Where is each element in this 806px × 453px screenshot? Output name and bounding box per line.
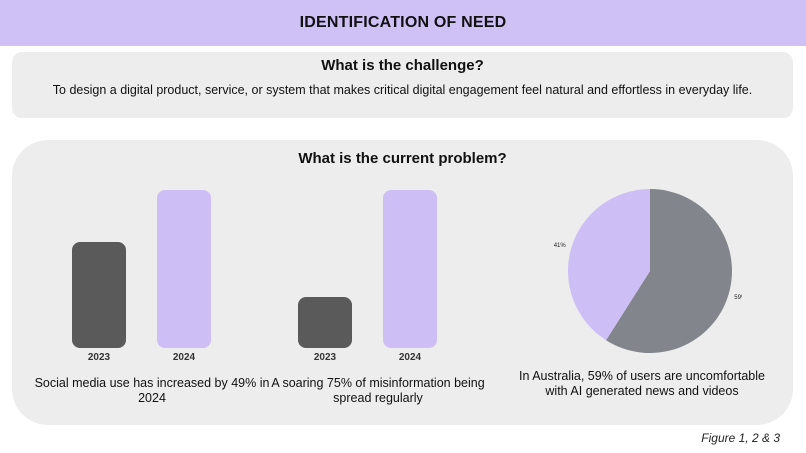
bar-2023 <box>72 242 126 348</box>
tick-label-2024: 2024 <box>172 352 196 363</box>
bar-chart-social-media: 2023 2024 <box>72 190 232 370</box>
bar-2024 <box>383 190 437 348</box>
bar-2024 <box>157 190 211 348</box>
header-banner: IDENTIFICATION OF NEED <box>0 0 806 46</box>
pie-label-41pct: 41% <box>554 243 567 249</box>
tick-label-2023: 2023 <box>87 352 111 363</box>
pie-label-59pct: 59% <box>734 295 742 301</box>
caption-misinformation: A soaring 75% of misinformation being sp… <box>271 376 485 405</box>
caption-social-media: Social media use has increased by 49% in… <box>34 376 270 405</box>
problem-heading: What is the current problem? <box>298 150 507 167</box>
tick-label-2024: 2024 <box>398 352 422 363</box>
pie-chart-ai-discomfort: 59% 41% <box>554 189 742 353</box>
challenge-text: To design a digital product, service, or… <box>52 83 753 97</box>
problem-box: What is the current problem? 2023 2024 20… <box>12 140 793 425</box>
challenge-box: What is the challenge? To design a digit… <box>12 52 793 118</box>
pie-slice-59pct <box>606 189 732 353</box>
figure-note: Figure 1, 2 & 3 <box>701 431 780 445</box>
pie-slice-41pct <box>568 189 650 341</box>
challenge-heading: What is the challenge? <box>321 57 484 74</box>
bar-2023 <box>298 297 352 348</box>
caption-ai-discomfort: In Australia, 59% of users are uncomfort… <box>519 369 765 398</box>
bar-chart-misinformation: 2023 2024 <box>298 190 458 370</box>
tick-label-2023: 2023 <box>313 352 337 363</box>
page-title: IDENTIFICATION OF NEED <box>299 14 507 31</box>
